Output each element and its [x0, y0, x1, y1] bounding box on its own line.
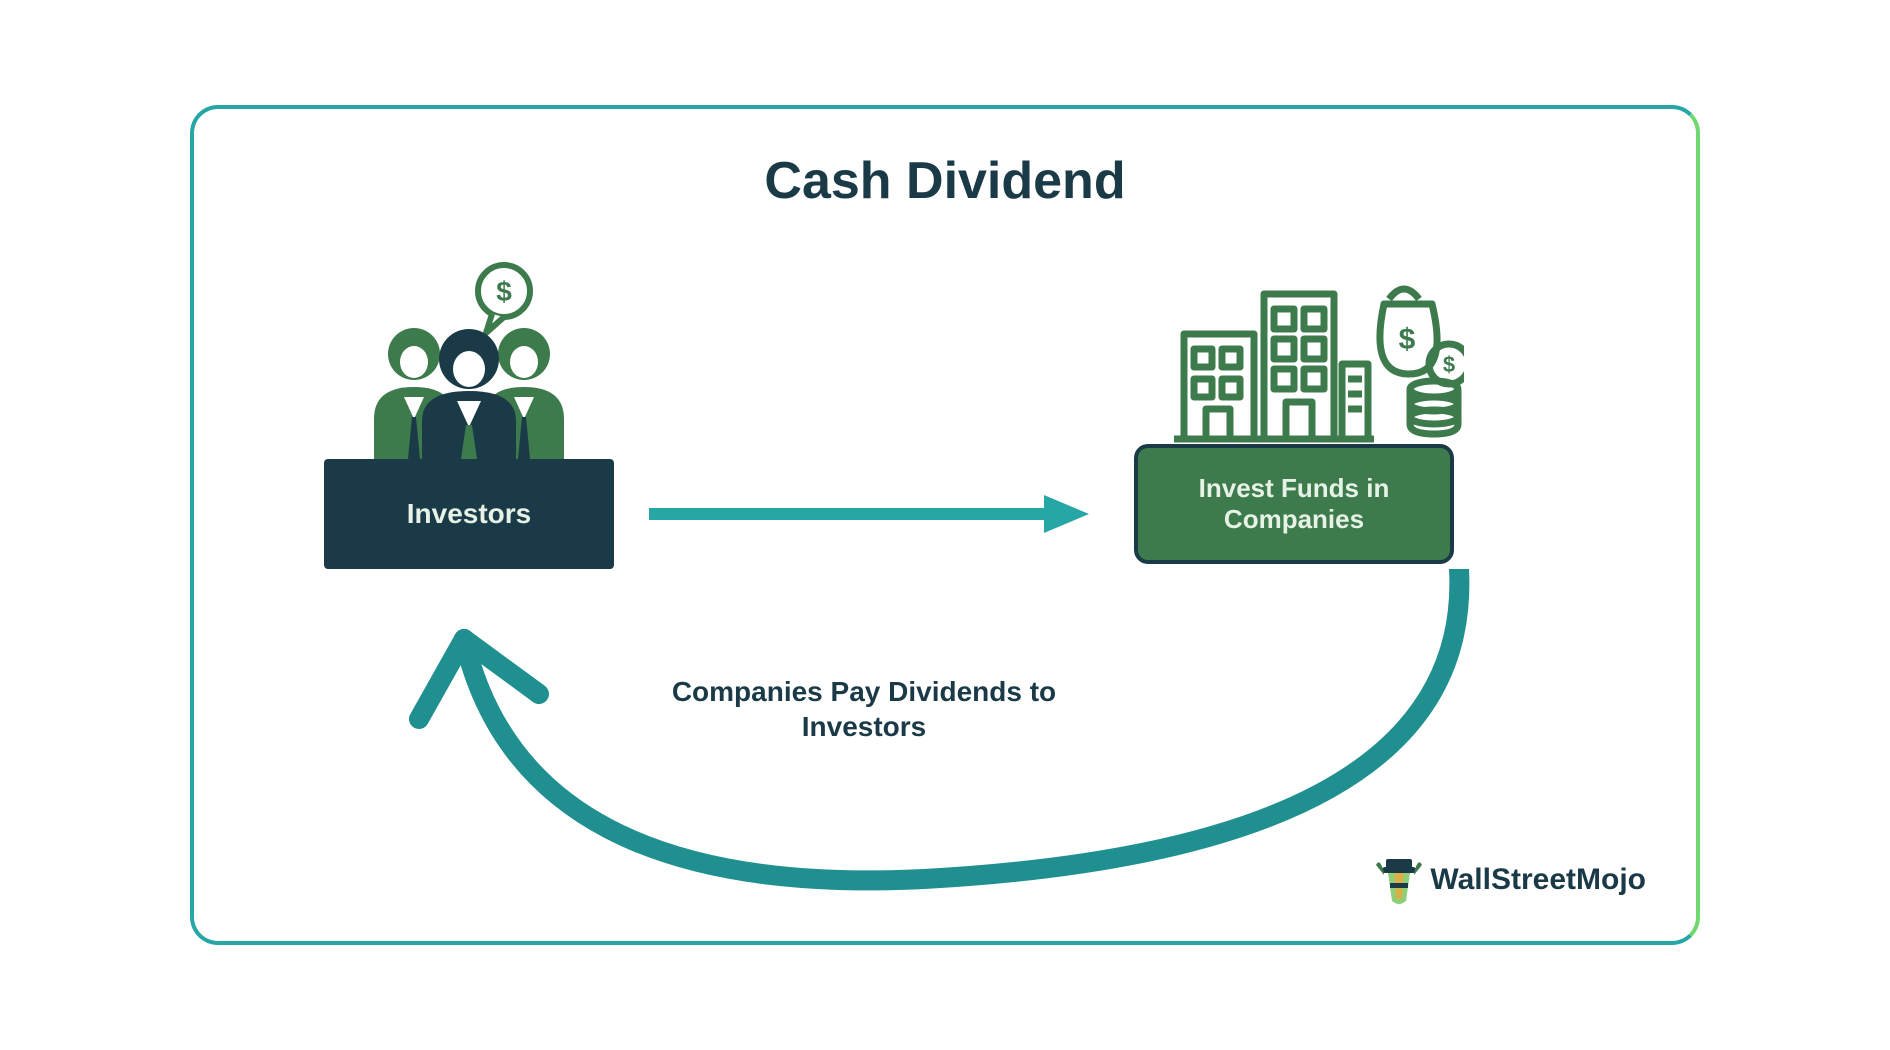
svg-text:$: $: [1399, 323, 1416, 356]
companies-icon: $ $: [1174, 254, 1464, 444]
logo-text-1: WallStreet: [1430, 863, 1576, 896]
arrow-return-label: Companies Pay Dividends to Investors: [664, 674, 1064, 744]
arrow-forward: [649, 489, 1089, 539]
arrow-return: [364, 569, 1504, 919]
svg-text:$: $: [496, 276, 512, 307]
logo-icon: [1376, 855, 1422, 905]
node-investors: Investors: [324, 459, 614, 569]
logo-text: WallStreetMojo: [1430, 863, 1646, 897]
diagram-frame: Cash Dividend $: [190, 105, 1700, 945]
logo-text-2: Mojo: [1576, 863, 1646, 896]
svg-text:$: $: [1443, 352, 1455, 377]
node-investors-label: Investors: [407, 498, 532, 530]
node-companies-label: Invest Funds in Companies: [1146, 473, 1442, 535]
investors-icon: $: [344, 259, 594, 459]
diagram-title: Cash Dividend: [194, 151, 1696, 211]
brand-logo: WallStreetMojo: [1376, 855, 1646, 905]
node-companies: Invest Funds in Companies: [1134, 444, 1454, 564]
